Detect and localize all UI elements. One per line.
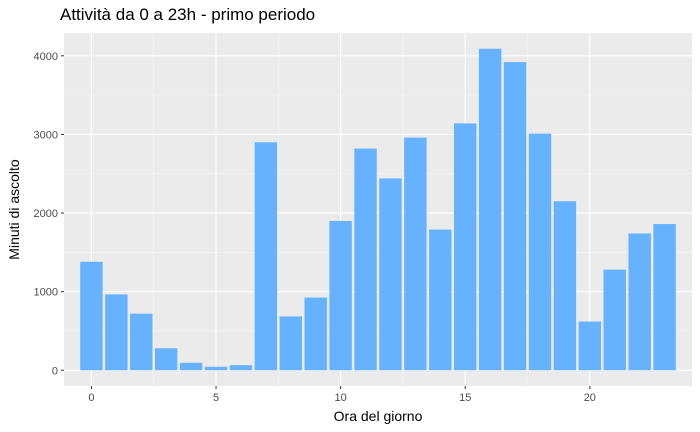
bar-hour-19 [553,201,577,371]
bar-hour-1 [105,294,128,371]
y-axis-ticks: 0 1000 2000 3000 4000 [34,51,64,377]
y-tick-label: 3000 [34,129,58,141]
bar-hour-20 [578,321,602,371]
bar-hour-2 [130,313,153,371]
x-tick-label: 15 [459,392,471,404]
y-tick-label: 0 [52,365,58,377]
bar-hour-0 [80,261,103,371]
x-tick-label: 5 [213,392,219,404]
x-tick-label: 10 [334,392,346,404]
y-tick-label: 1000 [34,287,58,299]
bar-hour-21 [603,269,626,371]
bar-hour-9 [304,297,327,371]
bar-hour-13 [404,137,427,371]
bar-hour-6 [229,365,253,371]
bar-hour-5 [204,366,228,371]
bar-hour-8 [279,316,302,371]
x-axis-title: Ora del giorno [334,408,423,424]
x-axis-ticks: 0 5 10 15 20 [88,386,596,404]
y-tick-label: 2000 [34,208,58,220]
y-tick-label: 4000 [34,51,58,63]
bar-hour-7 [254,142,278,371]
x-tick-label: 0 [88,392,94,404]
bar-hour-10 [329,220,352,371]
bar-hour-14 [429,229,452,371]
chart-title: Attività da 0 a 23h - primo periodo [60,5,316,24]
bar-hour-22 [628,233,651,371]
bar-hour-12 [379,178,402,371]
bars [80,48,676,371]
bar-hour-16 [478,48,502,371]
bar-hour-18 [528,133,552,371]
bar-hour-15 [454,123,477,371]
bar-hour-4 [179,362,203,371]
y-axis-title: Minuti di ascolto [6,159,22,260]
bar-hour-3 [154,348,178,371]
bar-hour-17 [503,62,527,371]
x-tick-label: 20 [584,392,596,404]
bar-hour-23 [653,224,676,371]
bar-hour-11 [354,148,377,371]
